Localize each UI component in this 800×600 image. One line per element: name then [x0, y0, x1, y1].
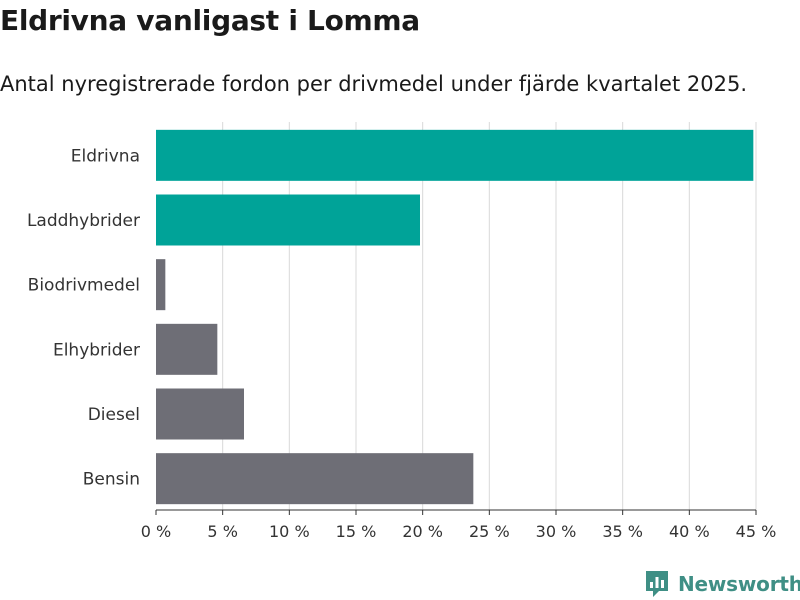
x-tick-label: 20 % — [402, 522, 443, 541]
category-label: Diesel — [88, 405, 140, 425]
chart-title: Eldrivna vanligast i Lomma — [0, 4, 420, 37]
x-tick-label: 35 % — [602, 522, 643, 541]
brand-name: Newsworthy — [678, 572, 800, 596]
bar-biodrivmedel[interactable] — [156, 259, 166, 311]
x-tick-label: 25 % — [469, 522, 510, 541]
x-tick-label: 40 % — [669, 522, 710, 541]
category-label: Eldrivna — [71, 146, 140, 166]
grid-layer — [155, 122, 757, 515]
bar-elhybrider[interactable] — [156, 323, 218, 375]
x-tick-label: 30 % — [536, 522, 577, 541]
category-label: Elhybrider — [53, 340, 140, 360]
x-tick-label: 5 % — [207, 522, 237, 541]
bar-layer — [156, 129, 754, 505]
bar-diesel[interactable] — [156, 388, 244, 440]
x-tick-label: 10 % — [269, 522, 310, 541]
x-tick-label: 0 % — [141, 522, 171, 541]
x-tick-label: 45 % — [736, 522, 777, 541]
bar-bensin[interactable] — [156, 453, 474, 505]
category-label: Bensin — [83, 470, 140, 490]
category-label: Biodrivmedel — [28, 276, 140, 296]
bar-laddhybrider[interactable] — [156, 194, 420, 246]
newsworthy-brand[interactable]: Newsworthy — [644, 568, 800, 600]
x-tick-label: 15 % — [336, 522, 377, 541]
category-label: Laddhybrider — [27, 211, 140, 231]
label-layer: 0 % 5 % 10 % 15 % 20 % 25 % 30 % 35 % 40 % 45 % El… — [27, 146, 776, 541]
bar-eldrivna[interactable] — [156, 129, 754, 181]
newsworthy-logo-icon — [646, 571, 668, 597]
chart-subtitle: Antal nyregistrerade fordon per drivmede… — [0, 72, 748, 96]
